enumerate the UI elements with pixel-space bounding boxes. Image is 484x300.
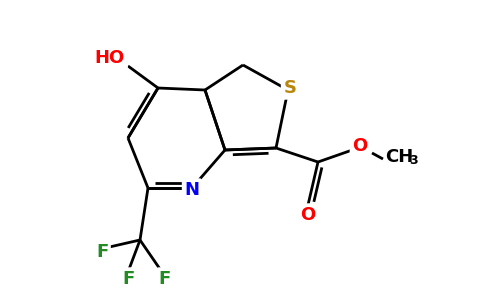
Text: S: S [284, 79, 297, 97]
Text: O: O [352, 137, 368, 155]
Text: F: F [96, 243, 108, 261]
Text: F: F [122, 270, 134, 288]
Text: N: N [184, 181, 199, 199]
Text: F: F [159, 270, 171, 288]
Text: 3: 3 [409, 154, 418, 167]
Text: O: O [301, 206, 316, 224]
Text: CH: CH [385, 148, 413, 166]
Text: HO: HO [95, 49, 125, 67]
